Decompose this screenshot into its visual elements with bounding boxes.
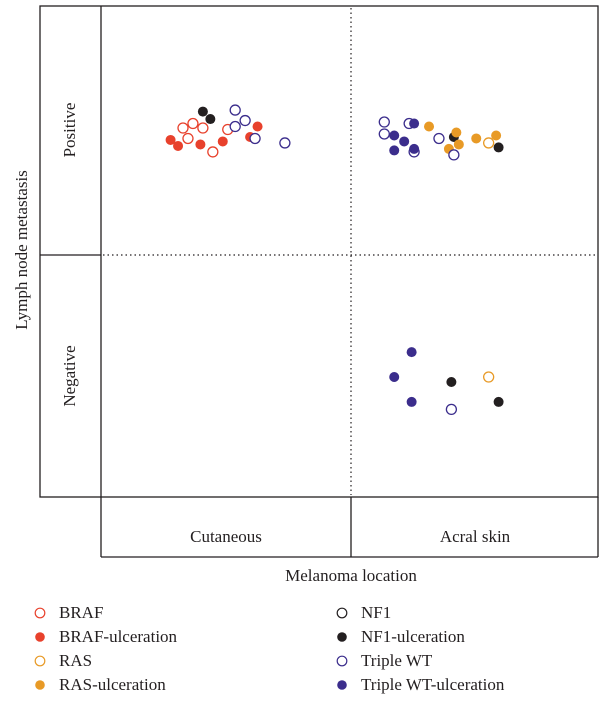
y-axis-title: Lymph node metastasis (12, 170, 31, 330)
point-negative-ras-0 (483, 371, 495, 383)
point-negative-triple-wt-0 (445, 403, 458, 416)
point-triple-wt-4 (279, 137, 291, 149)
point-triple-wt-2 (229, 120, 241, 133)
point-triple-wt-5 (378, 116, 390, 128)
point-ras-ulceration-3 (491, 130, 502, 141)
row-label-positive: Positive (60, 102, 79, 158)
point-triple-wt-ulceration-3 (389, 130, 400, 141)
point-ras-ulceration-4 (453, 139, 464, 150)
point-braf-5 (207, 146, 219, 158)
point-braf-0 (187, 117, 199, 130)
point-negative-nf1-ulceration-1 (493, 396, 504, 407)
chart-frame (39, 5, 599, 558)
point-triple-wt-10 (448, 149, 460, 161)
point-triple-wt-8 (433, 132, 445, 145)
point-braf-ulceration-5 (195, 139, 206, 150)
point-braf-ulceration-1 (165, 134, 176, 145)
point-braf-4 (182, 132, 194, 145)
point-ras-ulceration-2 (471, 133, 482, 144)
point-braf-2 (197, 122, 209, 134)
point-triple-wt-ulceration-1 (389, 145, 400, 156)
point-triple-wt-7 (378, 128, 390, 140)
point-triple-wt-0 (229, 104, 241, 116)
x-axis-title: Melanoma location (285, 566, 417, 585)
point-negative-triple-wt-ulceration-0 (406, 347, 417, 358)
point-braf-ulceration-0 (173, 140, 184, 151)
point-ras-ulceration-0 (424, 121, 435, 132)
point-nf1-ulceration-1 (205, 114, 216, 125)
column-label-cutaneous: Cutaneous (190, 527, 262, 546)
point-negative-triple-wt-ulceration-1 (389, 372, 400, 383)
point-braf-ulceration-2 (252, 121, 263, 132)
row-label-negative: Negative (60, 345, 79, 407)
column-label-acral: Acral skin (439, 527, 511, 546)
point-negative-nf1-ulceration-0 (446, 376, 457, 387)
point-nf1-ulceration-3 (493, 142, 504, 153)
point-ras-0 (483, 137, 495, 149)
point-nf1-ulceration-0 (197, 106, 208, 117)
data-points (165, 104, 504, 416)
point-triple-wt-3 (249, 132, 261, 145)
point-negative-triple-wt-ulceration-2 (406, 396, 417, 407)
point-ras-ulceration-1 (451, 127, 462, 138)
point-triple-wt-ulceration-2 (409, 118, 420, 129)
point-braf-1 (177, 122, 189, 134)
point-triple-wt-ulceration-0 (399, 136, 410, 147)
outer-frame (39, 5, 599, 498)
point-triple-wt-1 (239, 114, 251, 127)
point-triple-wt-ulceration-4 (409, 143, 420, 154)
point-braf-ulceration-4 (217, 136, 228, 147)
